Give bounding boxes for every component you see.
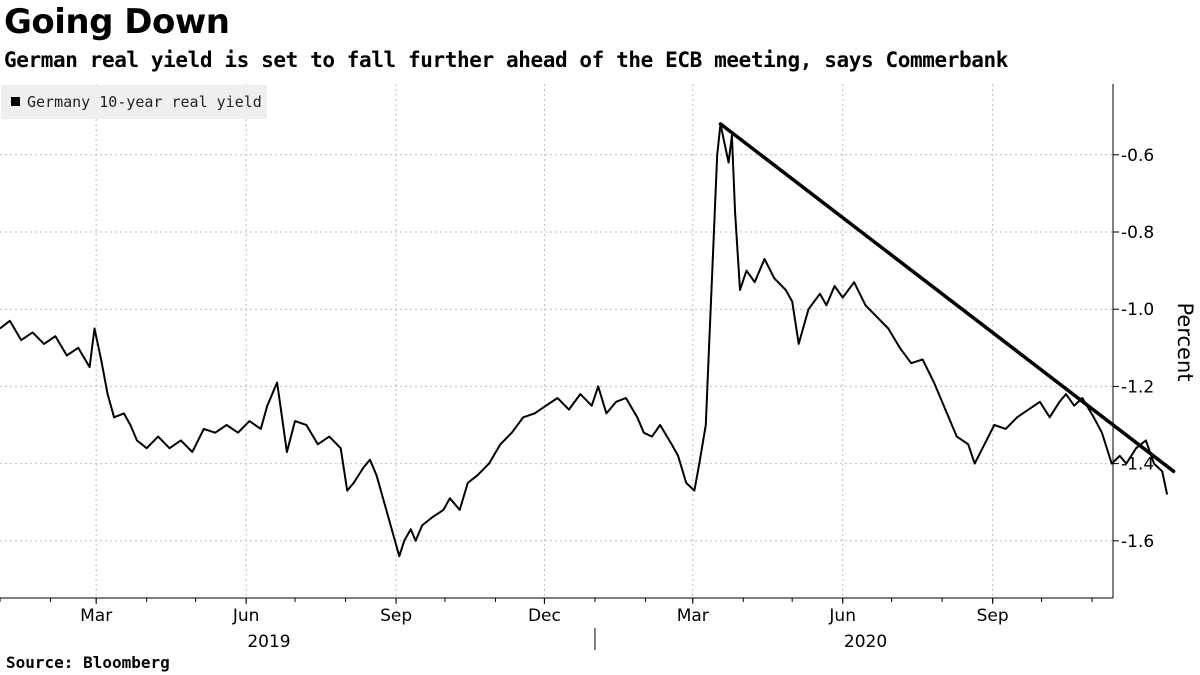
x-tick-label: Jun <box>828 606 856 626</box>
y-tick-label: -1.6 <box>1121 532 1154 552</box>
series-line-germany-10y-real-yield <box>0 122 1169 558</box>
legend-label: Germany 10-year real yield <box>27 93 262 111</box>
x-tick-label: Jun <box>232 606 260 626</box>
y-tick-label: -1.4 <box>1121 455 1154 475</box>
x-year-label: 2020 <box>844 632 887 652</box>
y-tick-label: -0.6 <box>1121 146 1154 166</box>
x-tick-label: Sep <box>380 606 412 626</box>
chart-subtitle: German real yield is set to fall further… <box>4 48 1008 72</box>
y-axis-title: Percent <box>1173 302 1197 381</box>
x-tick-label: Dec <box>528 606 561 626</box>
x-tick-label: Mar <box>677 606 709 626</box>
chart-title: Going Down <box>4 2 230 42</box>
y-tick-label: -1.0 <box>1121 300 1154 320</box>
legend-swatch <box>11 97 20 106</box>
x-tick-label: Mar <box>80 606 112 626</box>
grid-lines <box>0 84 1113 598</box>
legend: Germany 10-year real yield <box>1 85 267 119</box>
source-note: Source: Bloomberg <box>6 653 170 672</box>
x-tick-label: Sep <box>977 606 1009 626</box>
x-year-label: 2019 <box>247 632 290 652</box>
trend-line <box>718 122 1176 474</box>
y-tick-label: -0.8 <box>1121 223 1154 243</box>
series-layer <box>0 122 1176 558</box>
legend-box <box>1 85 267 119</box>
axes: -0.6 -0.8 -1.0 -1.2 -1.4 -1.6 Mar Jun Sep Dec Mar J… <box>0 84 1197 652</box>
y-tick-label: -1.2 <box>1121 377 1154 397</box>
